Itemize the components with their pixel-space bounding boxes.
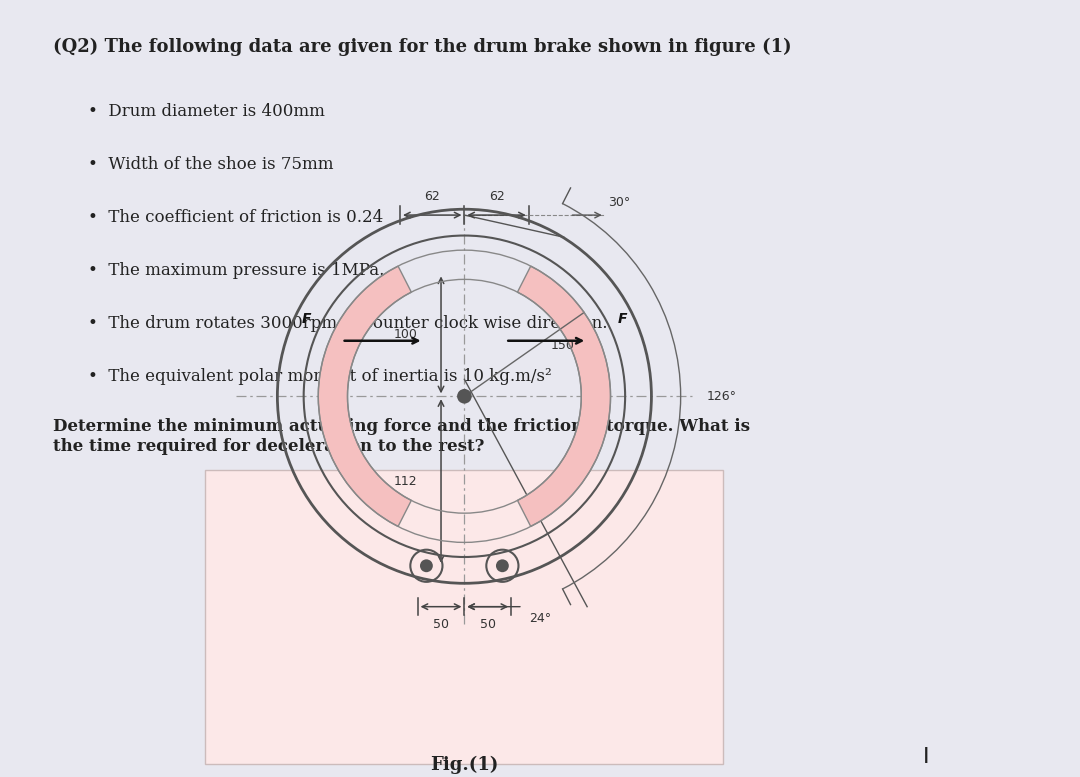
Text: •  The drum rotates 3000rpm in counter clock wise direction.: • The drum rotates 3000rpm in counter cl… xyxy=(89,315,608,332)
Text: •  Drum diameter is 400mm: • Drum diameter is 400mm xyxy=(89,103,325,120)
Text: 62: 62 xyxy=(488,190,504,204)
Text: •  The coefficient of friction is 0.24: • The coefficient of friction is 0.24 xyxy=(89,209,383,226)
Text: 126°: 126° xyxy=(707,390,737,402)
Text: 50: 50 xyxy=(480,618,496,632)
Text: (Q2) The following data are given for the drum brake shown in figure (1): (Q2) The following data are given for th… xyxy=(53,37,792,55)
Text: 30°: 30° xyxy=(608,197,630,209)
Text: 62: 62 xyxy=(424,190,441,204)
Text: 150: 150 xyxy=(551,340,575,353)
Text: 112: 112 xyxy=(394,475,418,487)
Polygon shape xyxy=(319,266,411,527)
Text: F: F xyxy=(618,312,627,326)
Text: •  The maximum pressure is 1MPa.: • The maximum pressure is 1MPa. xyxy=(89,262,384,279)
Text: 100: 100 xyxy=(394,329,418,341)
Polygon shape xyxy=(517,266,610,527)
Text: •  Width of the shoe is 75mm: • Width of the shoe is 75mm xyxy=(89,155,334,172)
FancyBboxPatch shape xyxy=(205,470,723,764)
Text: Fig.(1): Fig.(1) xyxy=(430,755,498,774)
Text: Determine the minimum actuating force and the frictional torque. What is
the tim: Determine the minimum actuating force an… xyxy=(53,418,750,455)
Text: 24°: 24° xyxy=(529,611,551,625)
Circle shape xyxy=(457,389,472,403)
Text: 50: 50 xyxy=(433,618,449,632)
Circle shape xyxy=(420,559,433,572)
Text: •  The equivalent polar moment of inertia is 10 kg.m/s²: • The equivalent polar moment of inertia… xyxy=(89,368,552,385)
Circle shape xyxy=(496,559,509,572)
Text: I: I xyxy=(922,747,929,768)
Text: F: F xyxy=(301,312,311,326)
